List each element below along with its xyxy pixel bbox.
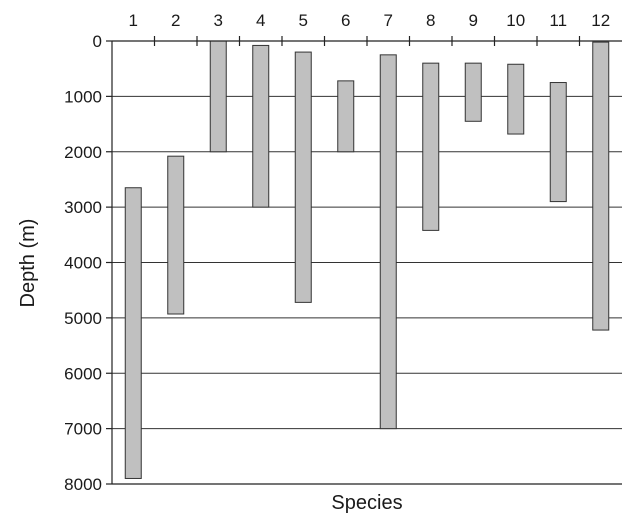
y-tick-label-1000: 1000 — [64, 87, 102, 106]
x-category-label-5: 5 — [299, 11, 308, 30]
axes-group — [106, 36, 622, 485]
x-category-label-8: 8 — [426, 11, 435, 30]
x-axis-title: Species — [331, 492, 402, 514]
y-tick-labels: 0 1000 2000 3000 4000 5000 6000 7000 8000 — [64, 32, 102, 494]
x-category-labels: 1 2 3 4 5 6 7 8 9 10 11 12 — [129, 11, 611, 30]
bar-species-12 — [592, 41, 610, 331]
bar-species-9 — [464, 62, 482, 122]
y-tick-label-4000: 4000 — [64, 254, 102, 273]
x-category-label-6: 6 — [341, 11, 350, 30]
bar-species-5 — [294, 51, 312, 303]
y-axis-title: Depth (m) — [17, 219, 39, 308]
bar-species-10 — [507, 63, 525, 135]
x-category-label-10: 10 — [506, 11, 525, 30]
y-tick-label-5000: 5000 — [64, 309, 102, 328]
y-tick-label-6000: 6000 — [64, 364, 102, 383]
x-category-label-7: 7 — [384, 11, 393, 30]
bars-group — [124, 40, 610, 479]
y-tick-label-2000: 2000 — [64, 143, 102, 162]
bar-species-11 — [549, 82, 567, 203]
y-tick-label-3000: 3000 — [64, 198, 102, 217]
x-category-label-4: 4 — [256, 11, 265, 30]
x-category-label-11: 11 — [549, 11, 567, 30]
gridlines — [112, 95, 622, 430]
bar-species-6 — [337, 80, 355, 153]
bar-species-4 — [252, 44, 270, 208]
y-tick-label-8000: 8000 — [64, 475, 102, 494]
bar-species-3 — [209, 40, 227, 153]
y-tick-label-0: 0 — [93, 32, 102, 51]
bar-species-7 — [379, 54, 397, 430]
x-category-label-9: 9 — [469, 11, 478, 30]
x-category-label-1: 1 — [129, 11, 138, 30]
bar-species-2 — [167, 155, 185, 315]
y-tick-label-7000: 7000 — [64, 420, 102, 439]
x-category-label-3: 3 — [214, 11, 223, 30]
bar-species-8 — [422, 62, 440, 231]
x-category-label-12: 12 — [591, 11, 610, 30]
bar-species-1 — [124, 187, 142, 479]
x-category-label-2: 2 — [171, 11, 180, 30]
